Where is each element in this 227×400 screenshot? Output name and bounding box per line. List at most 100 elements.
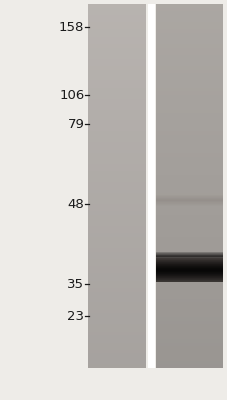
Bar xyxy=(155,88,222,91)
Bar xyxy=(155,99,222,102)
Bar xyxy=(87,18,145,22)
Bar xyxy=(155,30,222,33)
Bar xyxy=(155,196,222,197)
Bar xyxy=(87,306,145,310)
Bar xyxy=(155,317,222,321)
Bar xyxy=(155,270,222,273)
Bar xyxy=(87,142,145,146)
Bar xyxy=(87,99,145,102)
Bar xyxy=(155,190,222,193)
Bar xyxy=(155,342,222,346)
Bar xyxy=(155,288,222,292)
Bar xyxy=(155,70,222,73)
Bar xyxy=(155,321,222,324)
Bar xyxy=(155,259,222,260)
Bar xyxy=(155,203,222,204)
Bar xyxy=(155,51,222,55)
Bar xyxy=(87,40,145,44)
Bar xyxy=(155,139,222,142)
Bar xyxy=(87,321,145,324)
Bar xyxy=(155,314,222,317)
Bar xyxy=(155,350,222,354)
Bar xyxy=(155,295,222,299)
Bar xyxy=(155,226,222,230)
Bar xyxy=(155,281,222,282)
Bar xyxy=(87,346,145,350)
Bar xyxy=(155,113,222,117)
Bar xyxy=(155,84,222,88)
Bar xyxy=(155,281,222,284)
Bar xyxy=(155,222,222,226)
Bar xyxy=(87,80,145,84)
Bar xyxy=(87,361,145,364)
Bar xyxy=(155,40,222,44)
Bar xyxy=(87,175,145,179)
Bar xyxy=(155,260,222,261)
Bar xyxy=(87,128,145,131)
Bar xyxy=(87,302,145,306)
Bar xyxy=(155,284,222,288)
Bar xyxy=(155,124,222,128)
Bar xyxy=(87,22,145,26)
Bar xyxy=(155,269,222,270)
Bar xyxy=(155,150,222,153)
Bar xyxy=(87,299,145,302)
Bar xyxy=(155,361,222,364)
Bar xyxy=(87,15,145,18)
Bar xyxy=(87,215,145,219)
Bar xyxy=(87,139,145,142)
Text: 48: 48 xyxy=(67,198,84,210)
Bar xyxy=(87,182,145,186)
Bar xyxy=(87,350,145,354)
Bar xyxy=(155,201,222,202)
Bar xyxy=(87,324,145,328)
Bar xyxy=(155,4,222,8)
Bar xyxy=(87,357,145,361)
Bar xyxy=(87,179,145,182)
Bar xyxy=(155,252,222,255)
Bar xyxy=(87,59,145,62)
Bar xyxy=(87,219,145,222)
Text: 35: 35 xyxy=(67,278,84,290)
Bar xyxy=(155,264,222,265)
Bar xyxy=(87,328,145,332)
Bar xyxy=(87,117,145,120)
Bar xyxy=(155,120,222,124)
Bar xyxy=(87,230,145,233)
Bar xyxy=(87,91,145,95)
Bar xyxy=(155,277,222,278)
Bar xyxy=(155,199,222,200)
Bar xyxy=(87,66,145,70)
Bar xyxy=(155,346,222,350)
Bar xyxy=(155,324,222,328)
Bar xyxy=(155,160,222,164)
Text: 158: 158 xyxy=(59,21,84,34)
Bar xyxy=(155,273,222,277)
Bar xyxy=(155,117,222,120)
Bar xyxy=(155,59,222,62)
Bar xyxy=(155,208,222,212)
Bar xyxy=(155,266,222,270)
Bar xyxy=(155,91,222,95)
Bar xyxy=(155,335,222,339)
Bar xyxy=(87,233,145,237)
Bar xyxy=(87,226,145,230)
Bar xyxy=(155,267,222,268)
Bar xyxy=(155,37,222,40)
Text: 106: 106 xyxy=(59,89,84,102)
Bar xyxy=(155,80,222,84)
Bar xyxy=(87,266,145,270)
Bar xyxy=(155,146,222,150)
Bar xyxy=(155,202,222,203)
Bar xyxy=(155,128,222,131)
Bar xyxy=(87,335,145,339)
Bar xyxy=(155,186,222,190)
Bar xyxy=(155,197,222,198)
Bar xyxy=(87,153,145,157)
Bar xyxy=(87,11,145,15)
Bar xyxy=(87,157,145,160)
Bar xyxy=(87,197,145,200)
Bar xyxy=(87,150,145,153)
Bar xyxy=(87,4,145,8)
Bar xyxy=(87,193,145,197)
